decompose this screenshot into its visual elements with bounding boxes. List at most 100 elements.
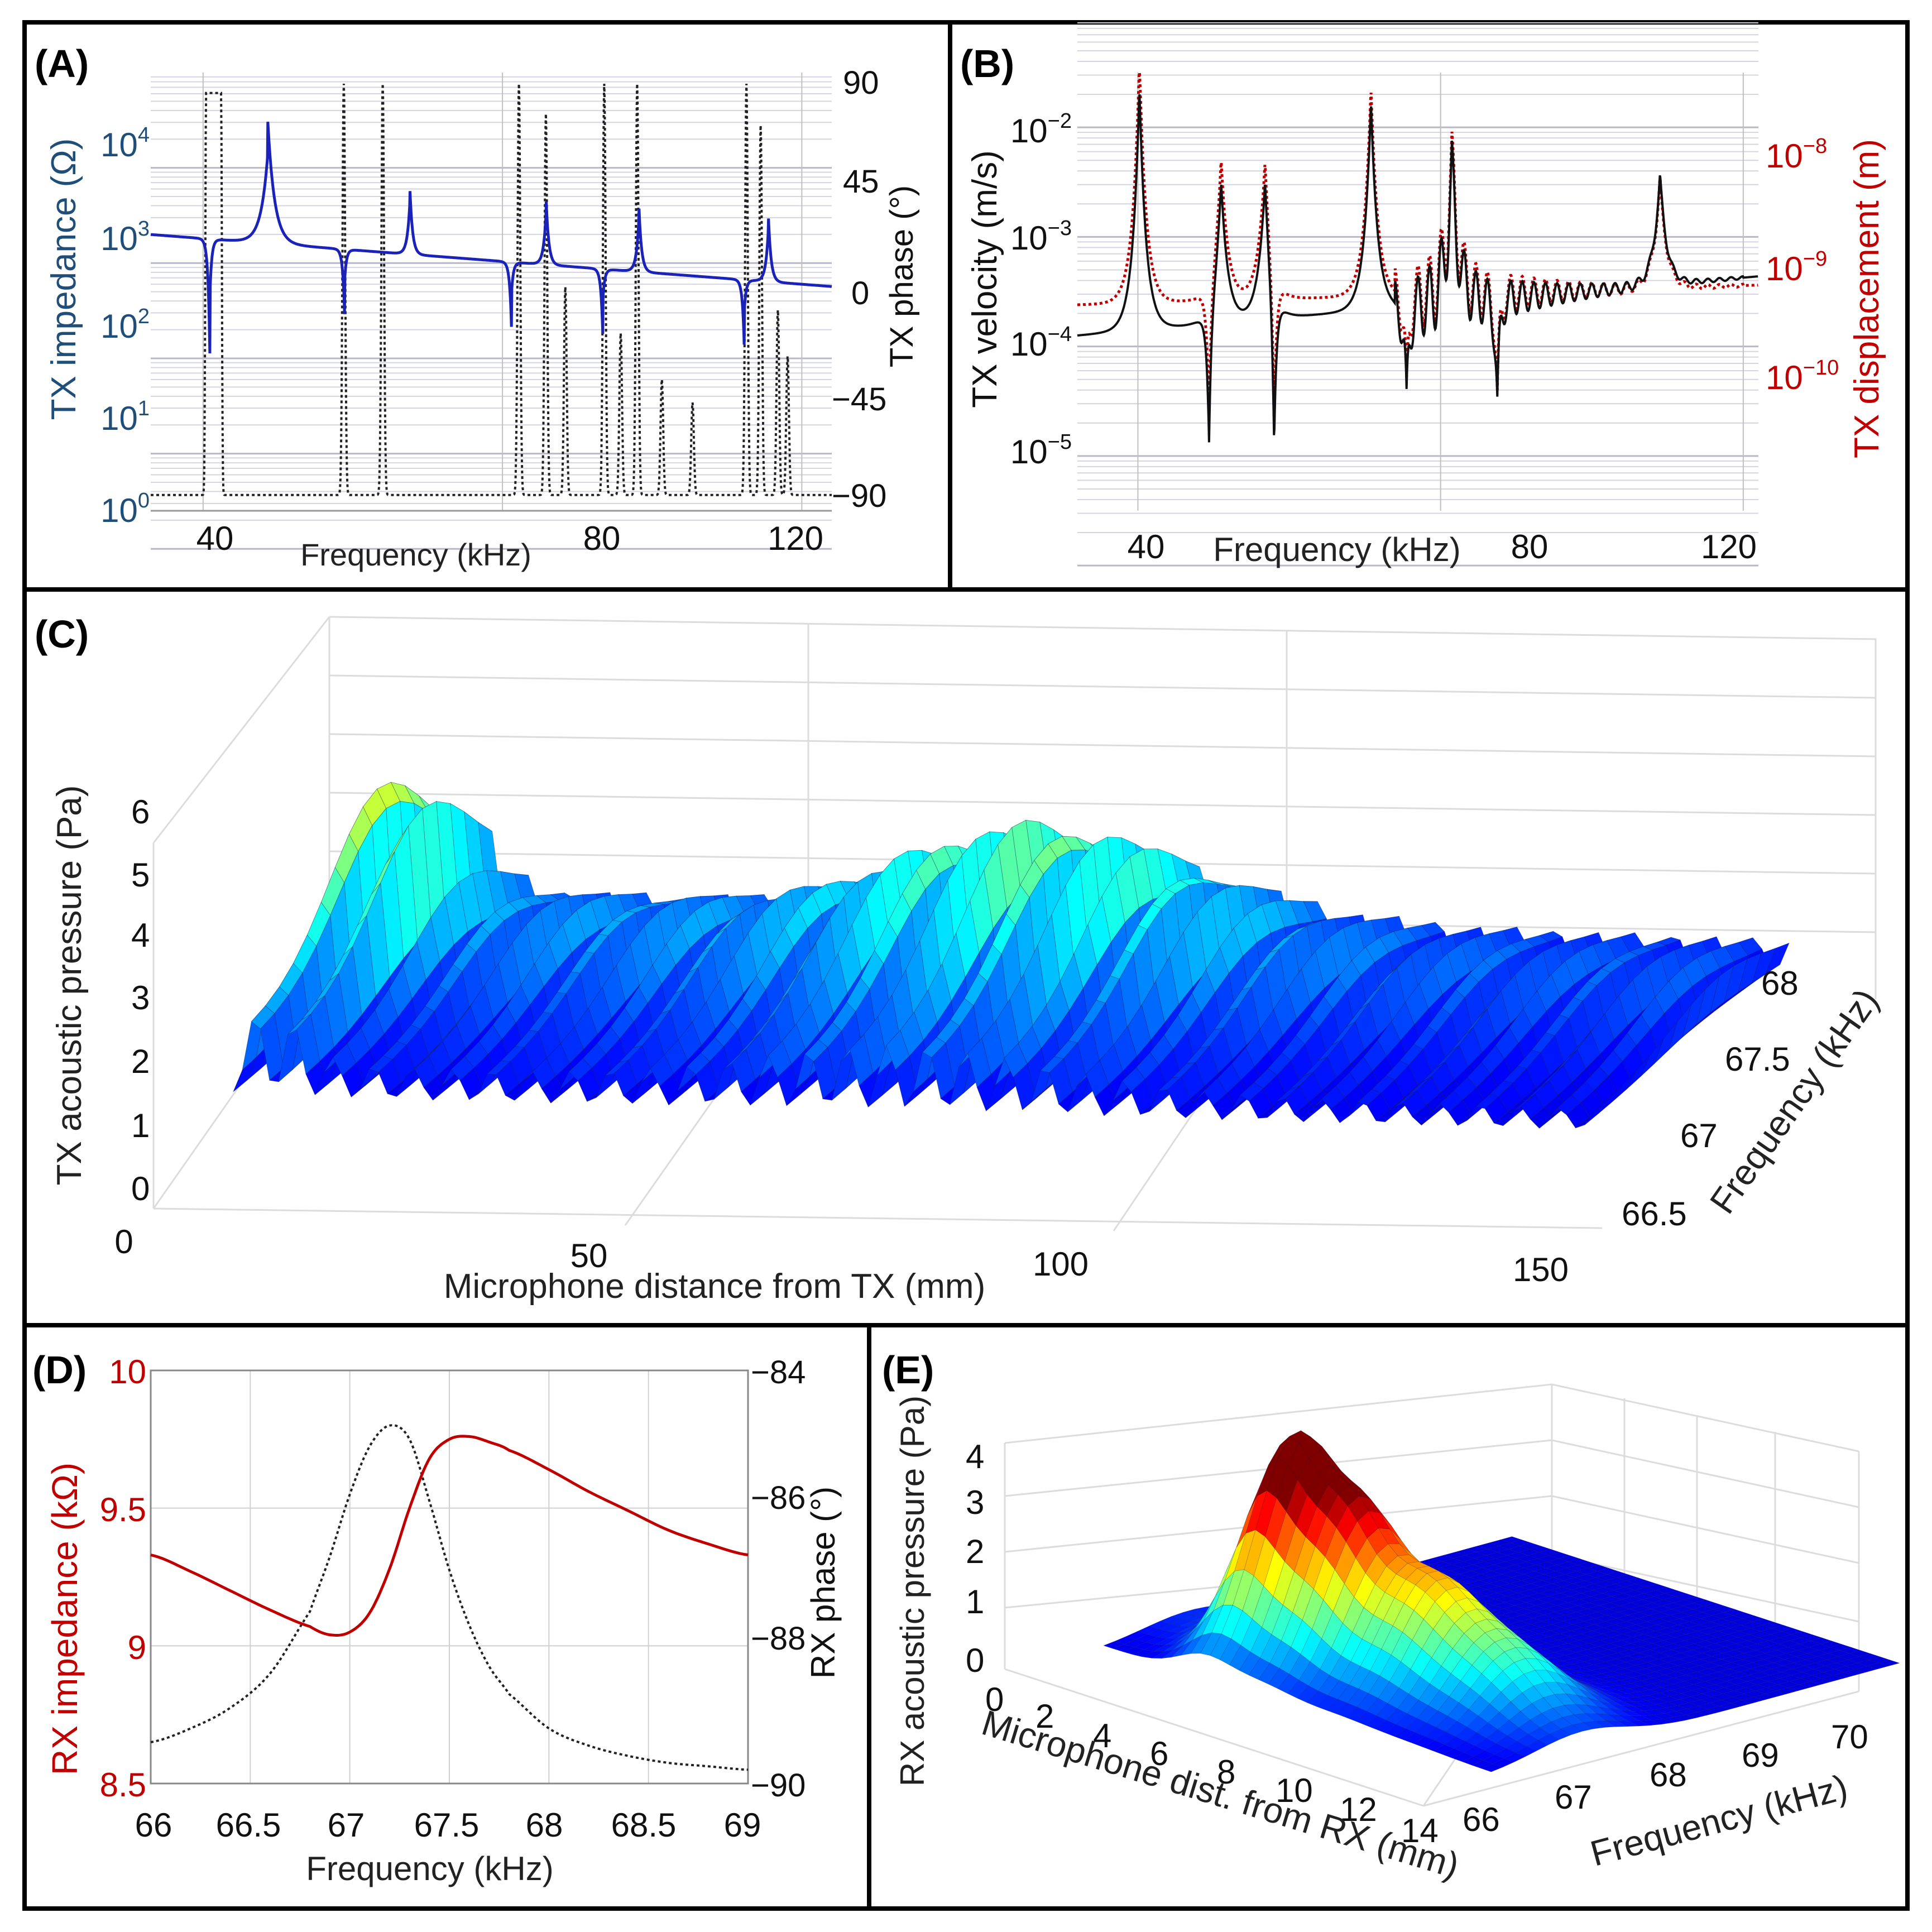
panel-d-phase-line <box>150 1424 749 1771</box>
panel-b-displacement-line <box>1077 71 1758 420</box>
panel-a-xtick: 80 <box>583 520 621 557</box>
panel-a-ytick-right: 90 <box>843 65 879 101</box>
panel-c-chart: 0 1 2 3 4 5 6 0 50 100 150 66.5 67 67.5 … <box>50 616 1886 1306</box>
panel-a-ytick-left: 100 <box>100 489 150 529</box>
surface-patch <box>1866 1662 1889 1670</box>
surface-patch <box>1798 1681 1821 1688</box>
panel-a-xtick: 120 <box>768 520 823 557</box>
panel-d-ylabel-left: RX impedance (kΩ) <box>45 1463 85 1775</box>
panel-d-x-ticks: 66 66.5 67 67.5 68 68.5 69 <box>135 1806 761 1844</box>
panel-d-chart: 10 9.5 9 8.5 −84 −86 −88 −90 66 66.5 67 … <box>45 1353 842 1887</box>
panel-e-ytick: 66 <box>1463 1801 1500 1838</box>
panel-b-ylabel-left: TX velocity (m/s) <box>966 150 1004 408</box>
panel-b-frame <box>948 20 1910 592</box>
surface-patch <box>1766 942 1790 975</box>
panel-d-impedance-line <box>150 1435 749 1637</box>
surface-patch <box>1654 1021 1678 1064</box>
panel-a-chart: 104 103 102 101 100 90 45 0 −45 −90 40 8… <box>45 65 920 572</box>
panel-a-ytick-right: 45 <box>843 164 879 200</box>
panel-a-ytick-right: −90 <box>832 478 886 514</box>
panel-b-ytick-right: 10−8 <box>1766 135 1827 175</box>
panel-a-ytick-left: 102 <box>100 305 150 345</box>
panel-e-chart: 0 1 2 3 4 0 2 4 6 8 10 12 14 66 67 68 69… <box>894 1383 1900 1886</box>
panel-e-ztick: 0 <box>966 1642 984 1679</box>
panel-c-xtick: 150 <box>1513 1251 1569 1288</box>
panel-b-ylabel-right: TX displacement (m) <box>1848 139 1886 458</box>
panel-a-ytick-right: −45 <box>832 381 886 418</box>
panel-d-ytick-left: 10 <box>109 1353 146 1391</box>
panel-c-ztick: 6 <box>131 793 150 831</box>
panel-a-xlabel: Frequency (kHz) <box>300 537 531 572</box>
panel-d-xtick: 66.5 <box>216 1806 281 1844</box>
surface-patch <box>1752 948 1776 984</box>
panel-c-ztick: 1 <box>131 1107 150 1144</box>
panel-c-xtick: 100 <box>1033 1245 1089 1283</box>
panel-c-xtick: 50 <box>571 1237 608 1274</box>
panel-e-ztick: 2 <box>966 1533 984 1570</box>
panel-c-ztick: 5 <box>131 856 150 894</box>
panel-a-phase-line <box>151 83 832 496</box>
panel-b-tag: (B) <box>960 42 1014 85</box>
panel-d-ytick-right: −86 <box>751 1480 806 1516</box>
panel-c-xlabel: Microphone distance from TX (mm) <box>444 1267 985 1306</box>
panel-a-right-ticks: 90 45 0 −45 −90 <box>832 65 886 514</box>
panel-c-ztick: 4 <box>131 917 150 954</box>
panel-b-x-ticks: 40 80 120 <box>1128 528 1757 565</box>
panel-a-impedance-line <box>150 122 832 354</box>
panel-e-ytick: 69 <box>1742 1737 1779 1774</box>
panel-a-x-ticks: 40 80 120 <box>196 520 823 557</box>
panel-b-xtick: 80 <box>1511 528 1549 565</box>
surface-patch <box>1640 1038 1664 1077</box>
panel-c-ztick: 3 <box>131 979 150 1017</box>
panel-d-ytick-right: −88 <box>751 1621 806 1657</box>
panel-e-ztick: 1 <box>966 1583 984 1621</box>
panel-b-right-ticks: 10−8 10−9 10−10 <box>1766 135 1839 396</box>
panel-b-ytick-left: 10−5 <box>1010 430 1072 471</box>
panel-e-tag: (E) <box>882 1348 934 1392</box>
panel-e-ytick: 67 <box>1555 1778 1592 1816</box>
panel-d-ytick-left: 9.5 <box>100 1491 146 1528</box>
panel-a-ytick-left: 104 <box>100 123 150 164</box>
surface-patch <box>1696 975 1720 1025</box>
surface-patch <box>1738 953 1762 993</box>
panel-a-left-ticks: 104 103 102 101 100 <box>100 123 150 529</box>
panel-a-ytick-left: 103 <box>100 217 150 257</box>
panel-c-y-ticks: 66.5 67 67.5 68 <box>1622 965 1799 1233</box>
panel-e-z-ticks: 0 1 2 3 4 <box>966 1438 984 1679</box>
panel-c-ylabel: Frequency (kHz) <box>1702 981 1886 1221</box>
panel-d-ytick-left: 9 <box>128 1629 146 1666</box>
panel-b-ytick-right: 10−9 <box>1766 247 1827 287</box>
surface-patch <box>1682 989 1706 1038</box>
panel-d-xtick: 66 <box>135 1806 172 1844</box>
panel-e-ytick: 70 <box>1831 1718 1868 1756</box>
panel-a-ytick-right: 0 <box>851 275 869 311</box>
panel-c-ytick: 67 <box>1680 1117 1718 1154</box>
panel-d-ytick-left: 8.5 <box>100 1766 146 1804</box>
panel-d-right-ticks: −84 −86 −88 −90 <box>751 1354 806 1804</box>
panel-c-ytick: 68 <box>1761 965 1799 1002</box>
surface-patch <box>1612 1071 1636 1102</box>
surface-patch <box>1844 1669 1866 1676</box>
surface-patch <box>1710 965 1734 1014</box>
panel-a-grid <box>151 73 832 550</box>
panel-a-ylabel-left: TX impedance (Ω) <box>45 138 83 420</box>
panel-e-frame <box>867 1323 1910 1911</box>
surface-patch <box>1626 1056 1650 1090</box>
panel-e-ylabel: Frequency (kHz) <box>1586 1767 1852 1874</box>
panel-tags: (A) (B) (C) (D) (E) <box>32 42 1014 1392</box>
panel-c-ytick: 67.5 <box>1725 1041 1790 1078</box>
panel-b-ytick-left: 10−4 <box>1010 323 1072 363</box>
panel-b-velocity-line <box>1077 94 1758 443</box>
panel-b-ytick-right: 10−10 <box>1766 356 1839 396</box>
panel-d-ytick-right: −84 <box>751 1354 806 1391</box>
panel-d-xtick: 68 <box>526 1806 563 1844</box>
panel-e-zlabel: RX acoustic pressure (Pa) <box>894 1396 931 1786</box>
panel-b-left-ticks: 10−2 10−3 10−4 10−5 <box>1010 109 1072 471</box>
panel-a-ylabel-right: TX phase (°) <box>884 185 920 367</box>
panel-a-ytick-left: 101 <box>100 397 150 437</box>
panel-c-ztick: 0 <box>131 1170 150 1207</box>
panel-c-z-ticks: 0 1 2 3 4 5 6 <box>131 793 150 1207</box>
panel-b-xlabel: Frequency (kHz) <box>1213 531 1460 568</box>
